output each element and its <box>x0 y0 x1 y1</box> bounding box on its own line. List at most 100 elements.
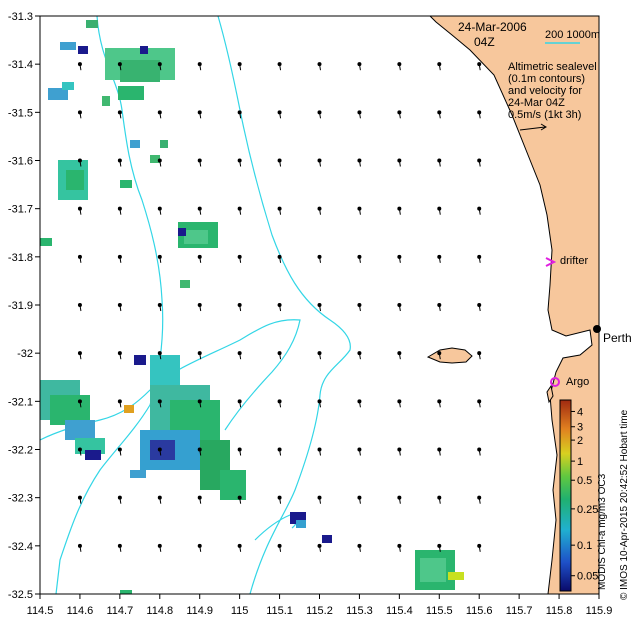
velocity-arrow-tail <box>358 208 361 215</box>
map-time: 04Z <box>474 35 495 49</box>
colorbar-tick-label: 2 <box>577 435 583 447</box>
velocity-arrow-tail <box>358 304 361 312</box>
velocity-arrow-tail <box>319 160 321 167</box>
velocity-arrow-tail <box>239 208 242 215</box>
velocity-arrow-tail <box>398 497 401 504</box>
y-tick-label: -31.6 <box>8 156 33 168</box>
velocity-arrow-tail <box>239 256 242 263</box>
velocity-arrow-tail <box>199 401 202 408</box>
velocity-arrow-tail <box>358 353 361 360</box>
velocity-arrow-tail <box>279 353 282 360</box>
velocity-arrow-tail <box>279 256 282 263</box>
velocity-arrow-tail <box>199 208 202 215</box>
velocity-arrow-tail <box>119 449 122 456</box>
colorbar-tick-label: 0.05 <box>577 571 598 583</box>
velocity-arrow-tail <box>398 449 401 456</box>
legend-line-2: (0.1m contours) <box>508 73 585 85</box>
velocity-arrow-tail <box>398 353 401 360</box>
x-tick-label: 115.9 <box>586 605 613 617</box>
velocity-arrow-tail <box>438 256 441 263</box>
velocity-arrow-tail <box>279 112 282 119</box>
y-tick-label: -31.4 <box>8 59 33 71</box>
velocity-arrow-tail <box>159 497 162 504</box>
y-tick-label: -32.5 <box>8 589 33 601</box>
velocity-arrow-tail <box>79 256 82 263</box>
velocity-arrow-tail <box>119 256 122 263</box>
y-tick-label: -32.3 <box>8 493 33 505</box>
velocity-arrow-tail <box>358 64 361 71</box>
velocity-arrow-tail <box>79 545 82 552</box>
velocity-arrow-tail <box>79 401 82 408</box>
colorbar-tick-label: 0.25 <box>577 504 598 516</box>
legend-line-5: 0.5m/s (1kt 3h) <box>508 109 581 121</box>
velocity-arrow-tail <box>319 304 321 312</box>
velocity-arrow-tail <box>398 401 401 408</box>
colorbar-tick-label: 1 <box>577 456 583 468</box>
velocity-arrow-tail <box>159 208 162 215</box>
legend-text: Altimetric sealevel (0.1m contours) and … <box>508 61 597 121</box>
y-tick-label: -32 <box>17 348 33 360</box>
velocity-arrow-tail <box>478 208 481 215</box>
velocity-arrow-tail <box>239 304 242 312</box>
velocity-arrow-tail <box>279 401 282 408</box>
y-tick-label: -32.2 <box>8 445 33 457</box>
colorbar-tick-label: 0.5 <box>577 475 592 487</box>
x-tick-label: 115.8 <box>546 605 573 617</box>
x-tick-label: 114.9 <box>186 605 213 617</box>
garden-island <box>546 384 554 404</box>
velocity-arrow-tail <box>79 449 82 456</box>
x-tick-label: 115.5 <box>426 605 453 617</box>
velocity-arrow-tail <box>239 401 242 408</box>
perth-dot <box>593 325 601 333</box>
velocity-arrow-tail <box>279 208 282 215</box>
velocity-arrow-tail <box>119 64 122 71</box>
velocity-arrow-tail <box>119 160 122 167</box>
x-tick-label: 115.3 <box>346 605 373 617</box>
velocity-arrow-tail <box>119 208 122 215</box>
velocity-arrows <box>77 62 482 552</box>
velocity-arrow-tail <box>438 401 441 408</box>
velocity-arrow-tail <box>319 353 321 360</box>
velocity-arrow-tail <box>159 304 162 312</box>
y-tick-label: -32.4 <box>8 541 33 553</box>
velocity-arrow-tail <box>239 353 242 360</box>
velocity-arrow-tail <box>239 545 242 552</box>
velocity-arrow-tail <box>279 497 282 504</box>
velocity-arrow-tail <box>79 160 82 167</box>
velocity-arrow-tail <box>239 64 242 71</box>
velocity-arrow-tail <box>358 160 361 167</box>
velocity-arrow-tail <box>438 160 441 167</box>
velocity-arrow-tail <box>438 497 441 504</box>
velocity-arrow-tail <box>279 160 282 167</box>
velocity-arrow-tail <box>398 112 401 119</box>
legend-arrow <box>519 126 546 131</box>
land-mass <box>428 15 600 595</box>
imos-caption: © IMOS 10-Apr-2015 20:42:52 Hobart time <box>619 409 630 600</box>
velocity-arrow-tail <box>119 545 122 552</box>
velocity-arrow-tail <box>319 449 321 456</box>
x-tick-label: 115.2 <box>306 605 333 617</box>
velocity-arrow-tail <box>159 256 162 263</box>
drifter-marker <box>545 257 557 267</box>
velocity-arrow-tail <box>239 497 242 504</box>
velocity-arrow-tail <box>199 256 202 263</box>
velocity-arrow-tail <box>438 64 441 71</box>
scale-bar-label: 200 1000m <box>545 29 600 41</box>
drifter-label: drifter <box>560 255 588 267</box>
colorbar-tick-label: 4 <box>577 406 583 418</box>
y-tick-label: -31.7 <box>8 204 33 216</box>
velocity-arrow-tail <box>159 449 162 456</box>
colorbar-ticks: 0.05 0.1 0.25 0.5 1 23 4 <box>571 406 598 583</box>
velocity-arrow-tail <box>79 304 82 312</box>
y-tick-label: -31.5 <box>8 107 33 119</box>
velocity-arrow-tail <box>319 497 321 504</box>
y-tick-label: -31.9 <box>8 300 33 312</box>
velocity-arrow-tail <box>478 256 481 263</box>
colorbar-tick-label: 0.1 <box>577 540 592 552</box>
velocity-arrow-tail <box>358 545 361 552</box>
y-axis: -31.3 -31.4 -31.5 -31.6 -31.7 -31.8 -31.9 -32 -3… <box>8 11 40 601</box>
velocity-arrow-tail <box>319 401 321 408</box>
perth-label: Perth <box>603 331 632 345</box>
velocity-arrow-tail <box>199 449 202 456</box>
